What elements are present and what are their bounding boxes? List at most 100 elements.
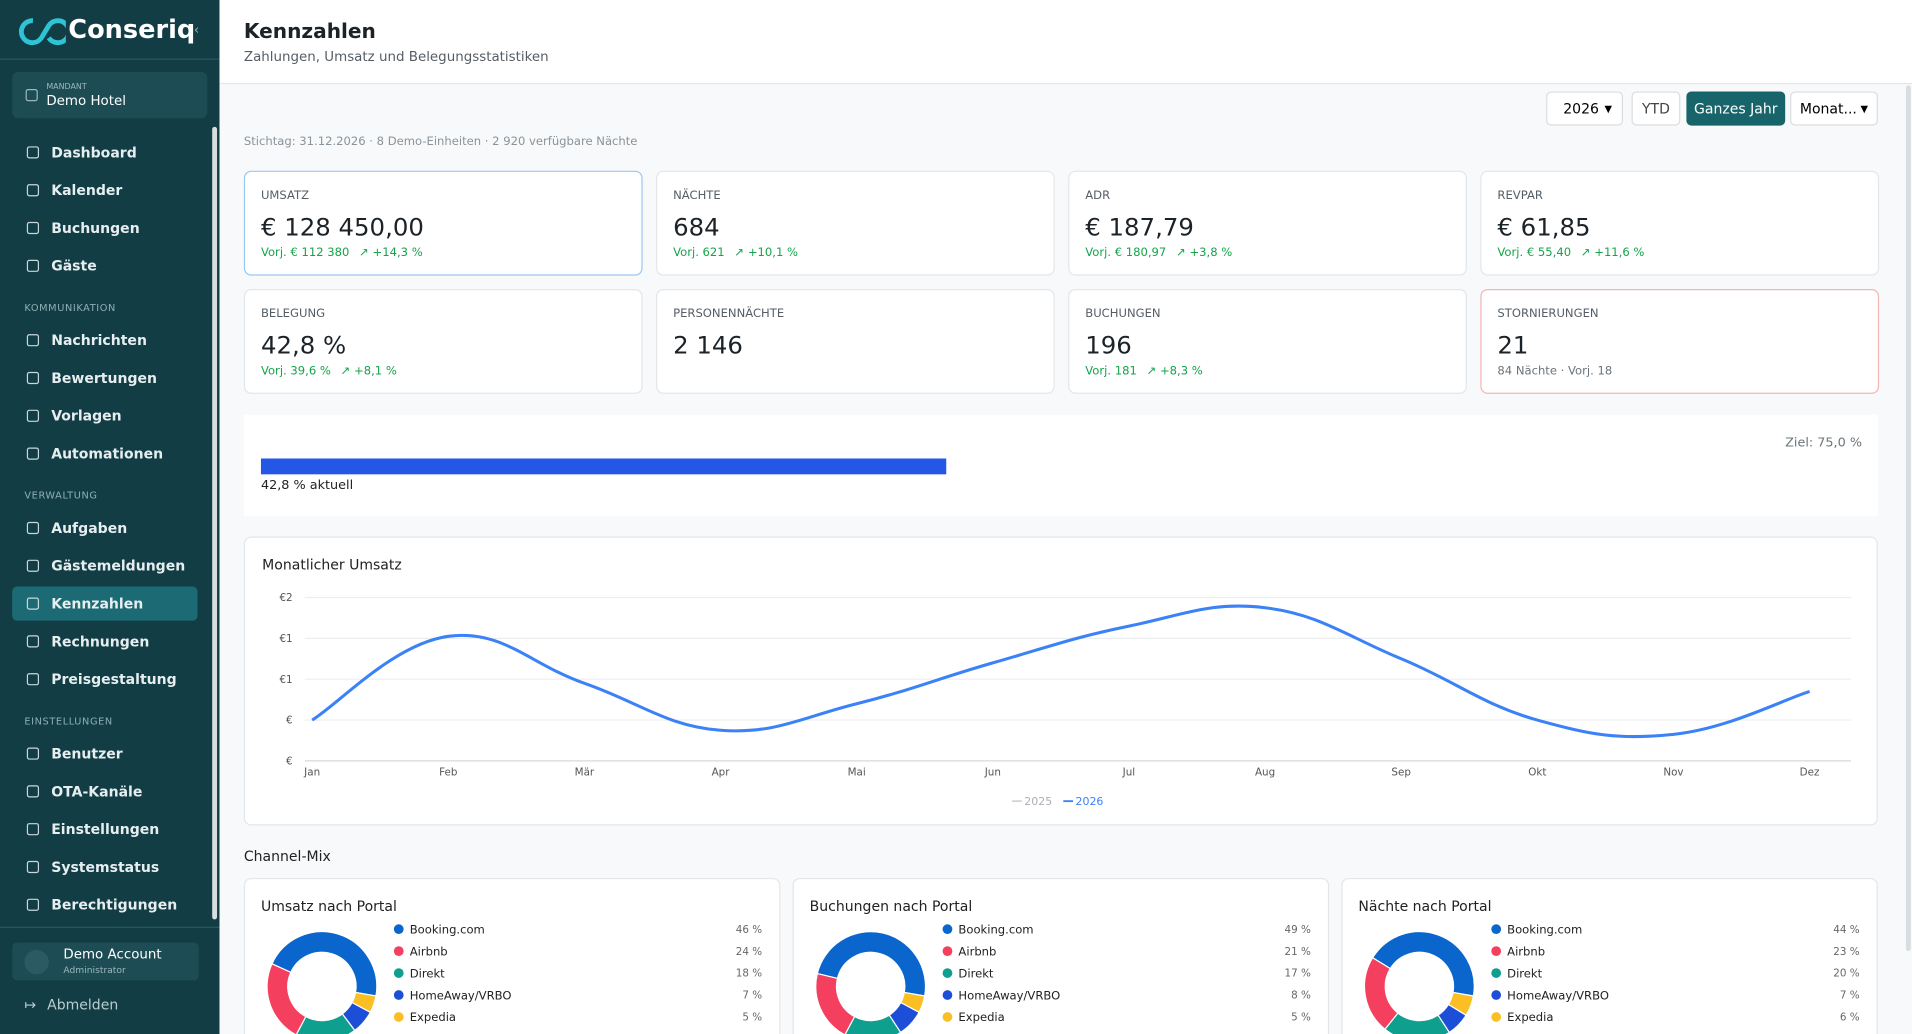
kpi-change: ↗ +3,8 %	[1176, 246, 1233, 260]
nav-item[interactable]: Aufgaben	[12, 511, 197, 545]
page-title: Kennzahlen	[243, 19, 376, 43]
nav-icon	[26, 259, 40, 272]
ytd-button[interactable]: YTD	[1631, 91, 1681, 126]
donut-slice	[351, 991, 377, 1014]
legend-dot	[942, 968, 953, 978]
legend-dot	[1491, 924, 1502, 935]
kpi-comparison: 84 Nächte · Vorj. 18	[1497, 364, 1613, 379]
legend-label: Expedia	[410, 1010, 456, 1024]
nav-icon	[26, 409, 40, 422]
kpi-change: ↗ +8,1 %	[340, 364, 397, 379]
nav-item[interactable]: Rechnungen	[12, 624, 197, 658]
occupancy-bar	[260, 458, 946, 475]
logout[interactable]: ↦ Abmelden	[24, 996, 119, 1014]
kpi-comparison-row: Vorj. € 112 380 ↗ +14,3 %	[261, 246, 423, 259]
nav-item[interactable]: Dashboard	[12, 135, 197, 169]
tenant-icon	[25, 89, 38, 102]
legend-dot	[393, 946, 404, 957]
nav-section: KOMMUNIKATION	[24, 302, 116, 314]
nav-icon	[26, 823, 40, 836]
value-label: 49 %	[1285, 924, 1311, 936]
kpi-change: ↗ +14,3 %	[359, 246, 423, 260]
y-tick-label: €	[286, 756, 293, 768]
nav-icon	[26, 371, 40, 385]
y-tick-label: €1	[279, 674, 292, 686]
user-role: Administrator	[63, 964, 126, 976]
legend-dot	[942, 946, 953, 957]
x-tick-label: Mai	[848, 767, 866, 779]
legend-label: Expedia	[958, 1010, 1004, 1024]
nav-icon	[26, 184, 40, 197]
value-label: 7 %	[1840, 990, 1860, 1002]
kpi-comparison-row: Vorj. € 55,40 ↗ +11,6 %	[1497, 246, 1644, 259]
legend-label: Booking.com	[958, 922, 1033, 936]
nav-label: Kalender	[51, 181, 123, 199]
donut-card: Nächte nach Portal Booking.com 44 % Airbnb 2…	[1341, 877, 1878, 1034]
kpi-comparison-row: Vorj. 39,6 % ↗ +8,1 %	[261, 365, 397, 378]
nav-item[interactable]: Buchungen	[12, 211, 197, 245]
nav-item[interactable]: Automationen	[12, 437, 197, 471]
nav-item[interactable]: OTA-Kanäle	[12, 774, 197, 808]
kpi-comparison: Vorj. 39,6 %	[260, 364, 331, 379]
nav-item[interactable]: Berechtigungen	[12, 888, 197, 922]
nav-label: Vorlagen	[51, 407, 122, 425]
nav-item[interactable]: Kalender	[12, 173, 197, 207]
kpi-card: NÄCHTE 684 Vorj. 621 ↗ +10,1 %	[656, 170, 1055, 276]
kpi-card: STORNIERUNGEN 21 84 Nächte · Vorj. 18	[1480, 288, 1880, 394]
nav-item[interactable]: Einstellungen	[12, 812, 197, 846]
nav-icon	[26, 334, 40, 347]
nav-icon	[26, 447, 40, 460]
y-tick-label: €2	[279, 592, 292, 604]
kpi-value: € 128 450,00	[260, 212, 424, 242]
x-tick-label: Jul	[1122, 767, 1136, 779]
nav-item[interactable]: Preisgestaltung	[12, 662, 197, 696]
legend-dot	[942, 924, 953, 935]
nav-item[interactable]: Bewertungen	[12, 361, 197, 395]
kpi-value: 684	[673, 212, 720, 242]
nav-item[interactable]: Systemstatus	[12, 850, 197, 884]
granularity-select[interactable]: Monat... ▼	[1790, 91, 1878, 126]
nav-label: Rechnungen	[51, 632, 150, 650]
nav-label: Benutzer	[51, 745, 123, 763]
x-tick-label: Jan	[303, 767, 320, 779]
year-select[interactable]: 2026 ▼	[1546, 91, 1624, 126]
kpi-value: 196	[1085, 330, 1132, 360]
value-label: 20 %	[1833, 968, 1859, 980]
legend-dot	[942, 1012, 953, 1022]
nav-item[interactable]: Kennzahlen	[12, 586, 198, 621]
value-label: 24 %	[736, 946, 762, 958]
user-box[interactable]: Demo Account Administrator	[12, 942, 199, 981]
kpi-comparison-row: Vorj. 621 ↗ +10,1 %	[673, 246, 798, 259]
nav-item[interactable]: Gästemeldungen	[12, 549, 197, 583]
nav-icon	[26, 559, 40, 572]
value-label: 6 %	[1840, 1012, 1860, 1024]
line-chart: € € €1 €1 €2 Jan Feb Mär Apr Mai Jun Jul Aug Sep Okt No…	[279, 592, 1852, 808]
legend-label: HomeAway/VRBO	[1507, 988, 1609, 1002]
nav-item[interactable]: Gäste	[12, 249, 197, 283]
occupancy-panel: Ziel: 75,0 % 42,8 % aktuell	[243, 414, 1878, 516]
tenant-label: MANDANT	[46, 81, 87, 92]
nav-item[interactable]: Benutzer	[12, 737, 197, 771]
kpi-value: 2 146	[673, 330, 743, 360]
legend-label: Direkt	[958, 966, 993, 980]
kpi-label: REVPAR	[1497, 189, 1543, 203]
sidebar: Conseriq ‹ MANDANT Demo Hotel Demo Accou…	[0, 0, 220, 1034]
kpi-comparison: Vorj. 181	[1085, 364, 1137, 379]
kpi-comparison-row: Vorj. € 180,97 ↗ +3,8 %	[1085, 246, 1232, 259]
occupancy-current: 42,8 % aktuell	[260, 478, 354, 493]
tenant-box[interactable]: MANDANT Demo Hotel	[12, 71, 208, 119]
nav-icon	[26, 898, 40, 911]
legend-label: HomeAway/VRBO	[958, 988, 1060, 1002]
legend-label: 2026	[1076, 795, 1104, 808]
nav-item[interactable]: Nachrichten	[12, 323, 197, 357]
collapse[interactable]: ‹	[193, 21, 200, 38]
granularity: Monat...	[1799, 99, 1857, 118]
nav-item[interactable]: Vorlagen	[12, 399, 197, 433]
legend-dot	[1491, 990, 1502, 1000]
scrollbar	[212, 126, 218, 920]
nav-icon	[26, 860, 40, 874]
kpi-label: NÄCHTE	[673, 189, 721, 203]
occupancy-track	[260, 458, 1861, 475]
kpi-label: UMSATZ	[260, 189, 310, 203]
full-year-button[interactable]: Ganzes Jahr	[1686, 91, 1786, 126]
